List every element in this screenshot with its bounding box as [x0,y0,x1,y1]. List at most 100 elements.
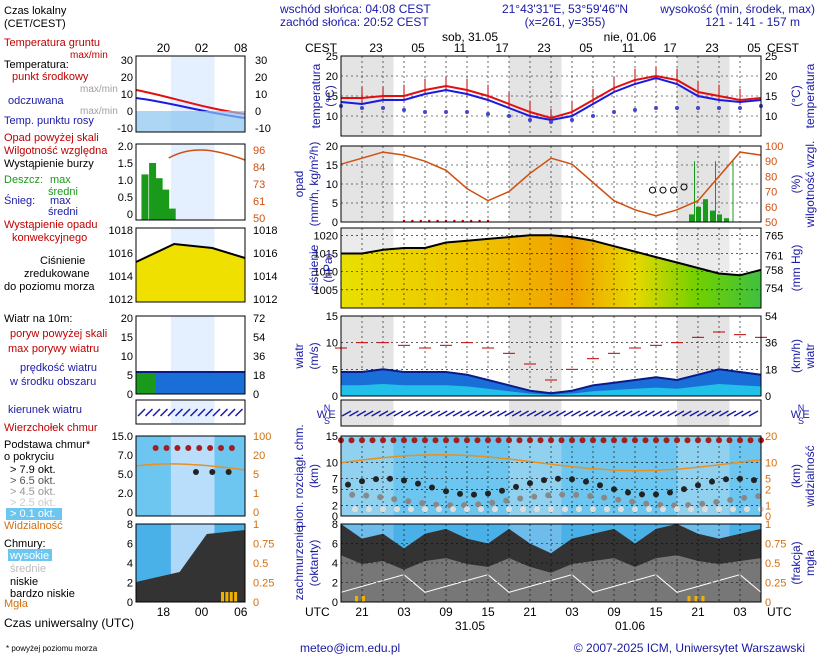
footer-email[interactable]: meteo@icm.edu.pl [300,641,400,655]
wind-arrow [659,410,670,417]
cloud-axis-label: pion. rozciągł. chm. [292,424,306,527]
legend-cloud-top-dot [196,445,203,451]
cloud-base-dot [520,506,526,513]
legend-precip-bar [141,174,149,220]
fog-bar [362,596,365,602]
legend-soil-maxmin: max/min [70,50,108,61]
legend-temperature: Temperatura: [4,59,69,71]
cloud-base-dot [744,506,750,513]
legend-cloud-panel: 15.0 7.0 5.0 2.0 0 100 20 5 1 0 [112,431,272,519]
legend-tick: 30 [121,55,133,67]
panel-frame [340,523,762,603]
wind-arrow [741,410,751,417]
legend-tick: 0 [253,389,259,401]
cloud-top-dot [453,437,460,444]
cloud-base-dot [485,490,491,497]
compass-n: N [324,403,331,413]
legend-snow-mean: średni [48,206,78,218]
cover-tick: 6 [332,539,338,551]
legend-okt-highlight [6,508,62,520]
fog-bar [701,596,705,602]
wind-arrow [608,410,618,417]
legend-pressure-area [136,244,245,302]
cloud-top-dot [695,437,701,444]
wind-arrow [637,410,648,417]
cloud-tick: 7 [332,474,338,486]
wind-arrow [615,410,626,417]
cloud-base-dot [429,484,435,491]
cover-tick: 2 [332,578,338,590]
vis-tick: 20 [765,431,777,443]
cloud-base-dot [363,492,370,499]
legend-snow: Śnieg: [4,194,35,207]
cloud-top-dot [684,437,691,444]
utc-tick: 03 [733,605,747,619]
humidity-line [340,151,762,217]
panel-frame [340,399,762,427]
legend-tick: 0 [253,507,259,519]
cloud-top-dot [558,437,565,444]
legend-frame [135,435,246,517]
pressure-unit-hpa: (hPa) [321,253,335,282]
pressure-tick: 1015 [314,248,338,260]
wind-arrow [526,410,537,417]
cover-tick: 0 [332,597,338,609]
cloud-base-dot [730,506,736,513]
legend-frame [135,315,246,395]
cloud-top-dot [747,437,754,444]
legend-perceived-maxmin: max/min [80,106,118,117]
legend-wind-arrow [152,408,161,417]
wind-tick: 0 [332,391,338,403]
wind-arrow [563,410,574,417]
cloud-base-dot [366,506,372,513]
legend-wind-arrow [197,408,206,417]
legend-local-zone: (CET/CEST) [4,18,66,30]
cloud-base-dot [646,506,652,513]
legend-high-highlight [8,549,52,561]
cloud-base-dot [755,493,762,500]
cloud-base-dot [492,506,498,513]
dew-point-dot [528,118,532,122]
legend-cloud-top-dot [152,445,159,451]
wind-axis-label-right: wiatr [803,343,817,369]
precip-bar [724,218,729,222]
cloud-base-dot [387,475,393,482]
wind-arrow [622,410,633,417]
pressure-unit-mmhg: (mm Hg) [789,245,803,292]
cest-tick: 23 [369,41,383,55]
cloud-base-dot [643,500,650,507]
wind-arrow [719,410,729,417]
wind-arrow [437,410,448,417]
precip-axis-label: opad [292,171,306,198]
legend-cloud-top-dot [185,445,192,451]
cloud-base-dot [380,506,386,513]
legend-wind-arrow [159,408,169,417]
cloud-top-dot [359,437,365,444]
cloud-base-dot [569,476,575,483]
temp-unit-right: (°C) [789,85,803,106]
legend-pressure-panel: 1018 1016 1014 1012 1018 1016 1014 1012 [109,225,278,306]
precip-tick: 15 [326,160,338,172]
legend-pressure-3: do poziomu morza [4,281,95,293]
compass-w-right: W [791,409,802,421]
cloud-base-dot [531,493,538,500]
dew-point-dot [465,110,469,114]
cloud-base-dot [527,480,533,487]
cloud-top-dot [611,437,617,444]
cloud-top-dot [485,437,491,444]
legend-fog: Mgła [4,598,29,610]
cloud-base-dot [352,506,358,513]
precip-tick: 20 [326,141,338,153]
panel-frame [340,55,762,137]
wind-arrow [482,410,492,417]
fog-tick: 0.25 [765,578,786,590]
legend-mid-maxmin: max/min [80,84,118,95]
cloud-base-dot [611,486,617,493]
legend-tick: 5 [253,469,259,481]
night-band [509,436,562,516]
legend-utc: Czas uniwersalny (UTC) [4,616,134,630]
legend-utc-tick: 18 [157,605,171,619]
legend-utc-tick: 00 [195,605,209,619]
dew-point-dot [738,106,742,110]
